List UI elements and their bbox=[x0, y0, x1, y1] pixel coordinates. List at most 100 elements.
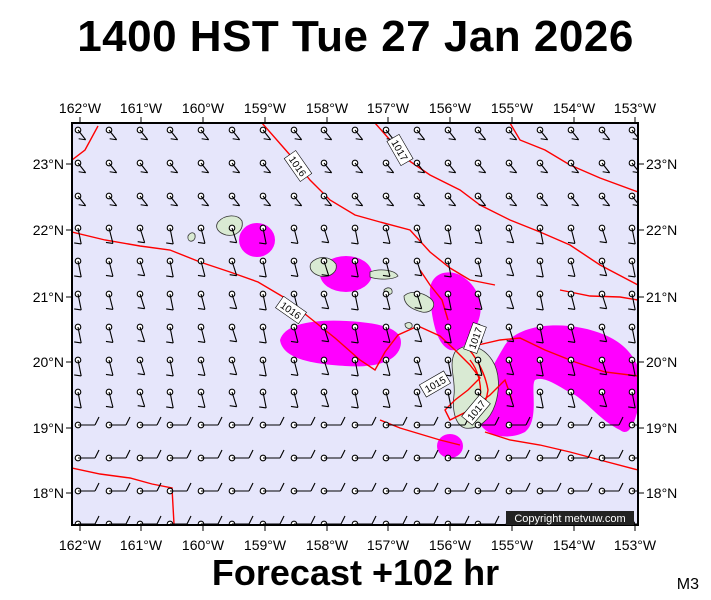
wind-barb-staff bbox=[169, 359, 174, 377]
wind-barb bbox=[536, 388, 544, 409]
wind-barb-flag bbox=[444, 242, 452, 245]
wind-barb bbox=[74, 323, 82, 344]
wind-barb-staff bbox=[508, 359, 515, 375]
wind-barb-flag bbox=[567, 307, 576, 310]
lat-labels-right: 23°N 22°N 21°N 20°N 19°N 18°N bbox=[646, 156, 677, 501]
wind-barb-flag bbox=[156, 416, 162, 426]
wind-barb-staff bbox=[477, 293, 483, 310]
wind-barb bbox=[197, 323, 206, 343]
wind-barb-staff bbox=[631, 391, 636, 409]
wind-barb-flag bbox=[402, 515, 408, 525]
wind-barb-flag bbox=[602, 204, 610, 207]
wind-barb-staff bbox=[539, 326, 544, 344]
wind-barb-flag bbox=[340, 515, 346, 525]
wind-barb bbox=[105, 159, 118, 174]
wind-barb bbox=[290, 257, 299, 277]
lon-label: 153°W bbox=[614, 100, 657, 116]
wind-barb-flag bbox=[310, 515, 316, 525]
wind-barb bbox=[474, 356, 483, 376]
wind-barb bbox=[474, 416, 500, 429]
wind-barb bbox=[197, 192, 210, 207]
wind-barb-staff bbox=[477, 195, 487, 207]
wind-barb-flag bbox=[109, 138, 117, 141]
wind-barb-flag bbox=[290, 405, 299, 408]
wind-barb-flag bbox=[474, 241, 483, 244]
lon-label: 155°W bbox=[491, 100, 534, 116]
wind-barb-staff bbox=[570, 260, 576, 277]
lat-label: 20°N bbox=[33, 354, 64, 370]
wind-barb-flag bbox=[232, 138, 240, 141]
lat-label: 23°N bbox=[33, 156, 64, 172]
wind-barb-staff bbox=[508, 391, 515, 407]
wind-barb-flag bbox=[567, 373, 576, 376]
wind-barb-flag bbox=[109, 204, 117, 207]
wind-barb-flag bbox=[105, 373, 114, 376]
wind-barb-flag bbox=[402, 416, 408, 426]
wind-barb bbox=[228, 224, 238, 244]
wind-barb-flag bbox=[386, 171, 394, 174]
wind-barb-flag bbox=[321, 307, 329, 310]
wind-barb-staff bbox=[354, 162, 364, 174]
wind-barb-staff bbox=[539, 293, 544, 311]
wind-barb bbox=[598, 126, 611, 141]
wind-barb bbox=[290, 356, 299, 376]
wind-barb-flag bbox=[294, 138, 302, 141]
wind-barb-flag bbox=[248, 416, 254, 426]
wind-barb-flag bbox=[74, 275, 82, 278]
wind-barb-flag bbox=[78, 204, 86, 207]
wind-barb bbox=[382, 416, 408, 429]
wind-barb-flag bbox=[229, 405, 237, 408]
wind-barb-staff bbox=[354, 129, 364, 141]
wind-barb bbox=[536, 290, 544, 311]
wind-barb-flag bbox=[474, 307, 483, 310]
wind-barb-staff bbox=[447, 227, 452, 245]
wind-barb-staff bbox=[539, 195, 549, 207]
wind-barb bbox=[290, 224, 299, 244]
wind-barb bbox=[136, 290, 146, 310]
wind-barb-flag bbox=[632, 204, 638, 207]
wind-barb-staff bbox=[139, 326, 146, 342]
wind-barb-staff bbox=[139, 227, 146, 243]
wind-barb-staff bbox=[570, 195, 580, 207]
wind-barb-flag bbox=[217, 416, 223, 426]
wind-barb bbox=[105, 257, 114, 277]
wind-barb-flag bbox=[464, 515, 470, 525]
wind-barb bbox=[413, 257, 423, 277]
wind-barb bbox=[259, 449, 285, 462]
wind-barb-staff bbox=[477, 162, 487, 174]
wind-barb bbox=[474, 126, 487, 141]
wind-barb-flag bbox=[170, 171, 178, 174]
wind-barb bbox=[413, 323, 423, 343]
wind-barb-flag bbox=[525, 416, 531, 426]
wind-barb-flag bbox=[494, 449, 500, 459]
land-layer bbox=[187, 215, 499, 429]
wind-barb bbox=[290, 126, 303, 141]
wind-barb bbox=[628, 290, 636, 311]
wind-barb bbox=[105, 290, 114, 310]
wind-barb-flag bbox=[197, 373, 206, 376]
map-frame bbox=[71, 122, 639, 526]
wind-barb bbox=[228, 257, 238, 277]
wind-barb-staff bbox=[631, 227, 636, 245]
wind-barb-staff bbox=[508, 195, 518, 207]
wind-barb bbox=[166, 356, 174, 377]
wind-barb-flag bbox=[248, 449, 254, 459]
wind-barb-flag bbox=[201, 204, 209, 207]
wind-barb-staff bbox=[231, 391, 238, 407]
wind-barb-flag bbox=[628, 341, 636, 344]
wind-barb bbox=[166, 323, 174, 344]
wind-barb-flag bbox=[506, 405, 514, 408]
wind-barb-flag bbox=[232, 171, 240, 174]
island-kahoolawe bbox=[404, 322, 413, 329]
wind-barb-flag bbox=[386, 204, 394, 207]
wind-barb bbox=[74, 192, 87, 207]
wind-barb-flag bbox=[618, 416, 624, 426]
wind-barb-staff bbox=[477, 359, 483, 376]
wind-barb-flag bbox=[506, 340, 514, 343]
wind-barb-staff bbox=[631, 293, 636, 311]
wind-barb bbox=[166, 449, 192, 462]
wind-barb bbox=[567, 323, 576, 343]
wind-barb bbox=[444, 449, 470, 462]
wind-barb bbox=[197, 482, 223, 495]
wind-barb bbox=[197, 388, 206, 408]
